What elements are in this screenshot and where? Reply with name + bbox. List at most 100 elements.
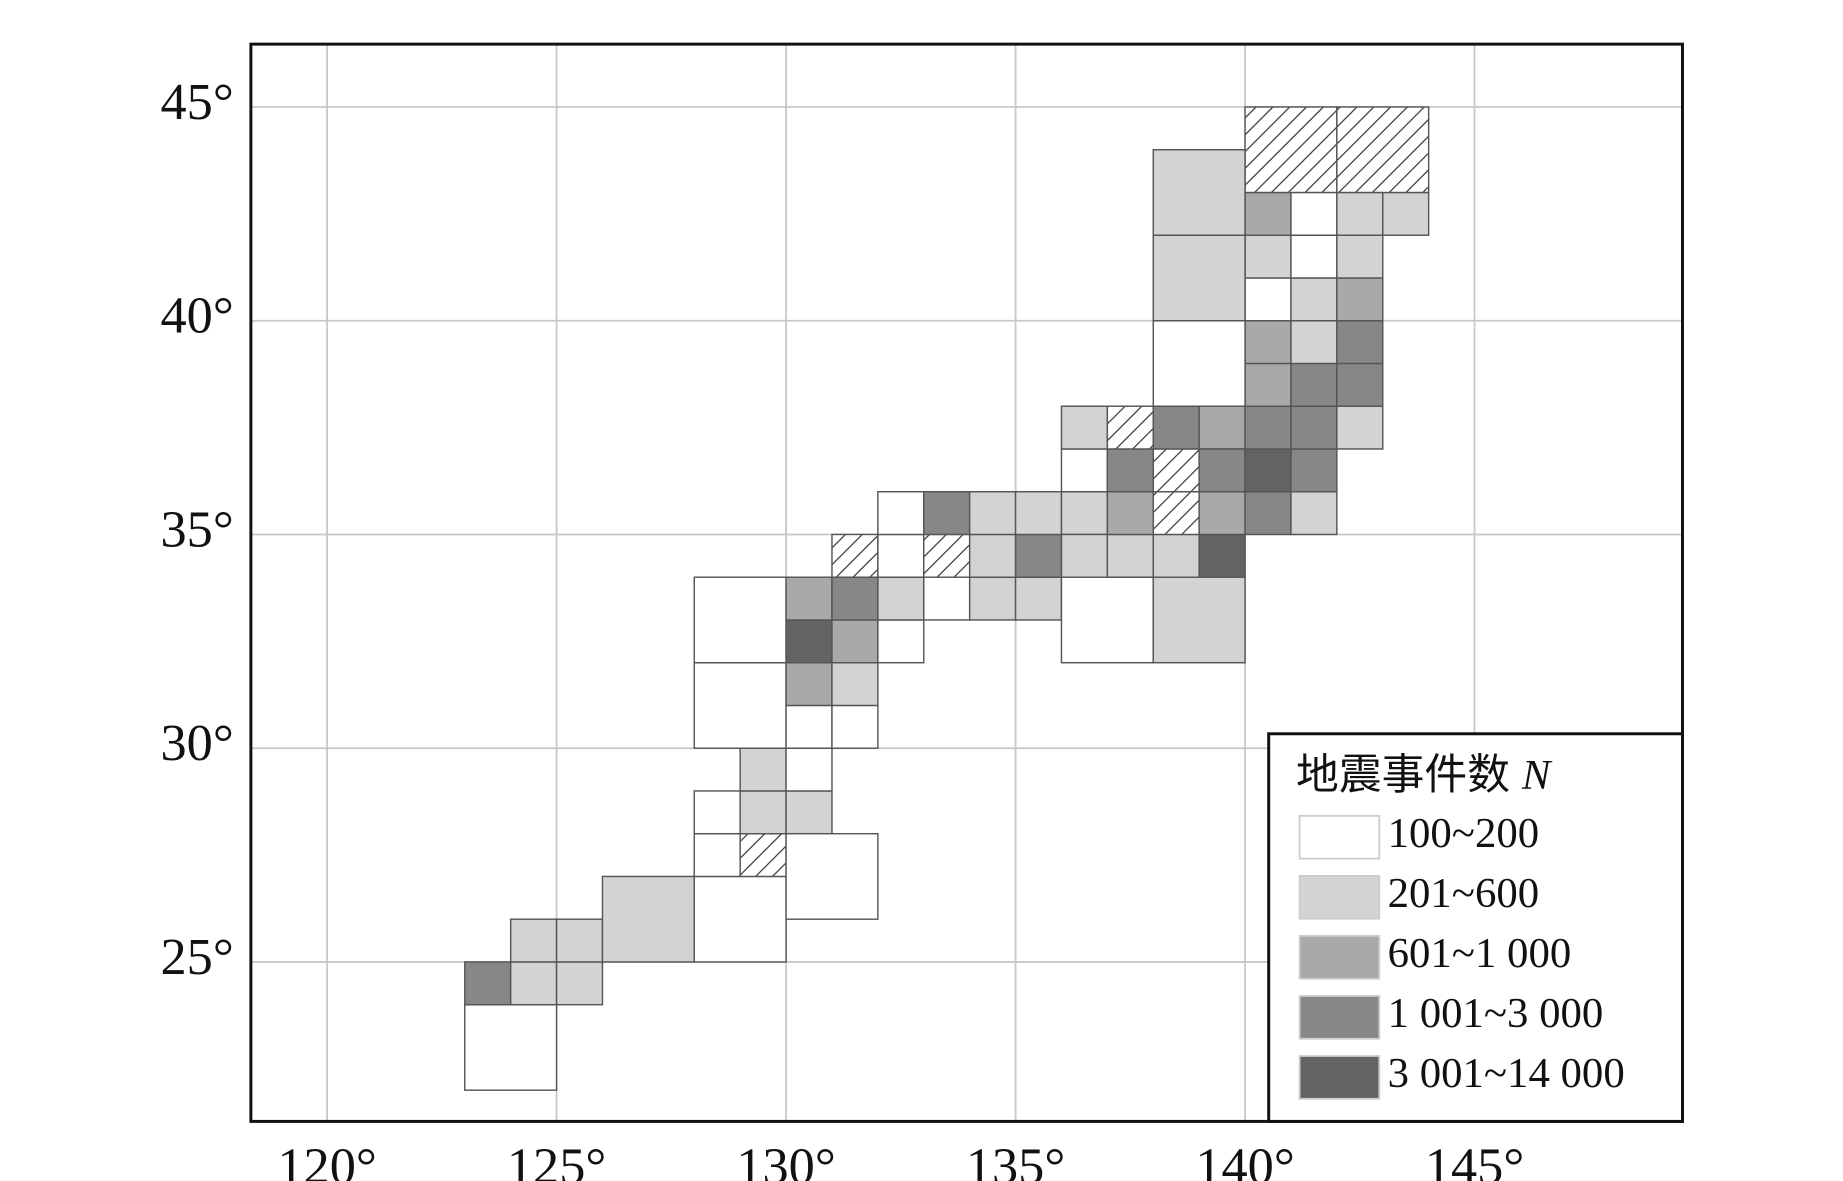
grid-cell — [1152, 234, 1246, 322]
legend-title-text: 地震事件数 — [1296, 752, 1510, 799]
legend-label: 601~1 000 — [1388, 930, 1572, 977]
grid-cell — [1290, 277, 1338, 322]
legend-label: 1 001~3 000 — [1388, 990, 1604, 1037]
grid-cell — [1106, 405, 1154, 450]
grid-cell — [1290, 405, 1338, 450]
grid-cell — [877, 533, 925, 578]
grid-cell — [968, 491, 1017, 536]
grid-cell — [831, 576, 879, 621]
grid-cell — [923, 533, 971, 578]
grid-cell — [693, 875, 787, 963]
plot-frame — [249, 42, 1684, 1123]
grid-cell — [831, 704, 879, 749]
grid-cell — [1336, 234, 1384, 279]
grid-cell — [1290, 234, 1338, 279]
grid-cell — [1290, 191, 1338, 236]
y-tick-label: 25° — [161, 928, 234, 986]
grid-cell — [1290, 491, 1338, 536]
grid-cell — [464, 1003, 558, 1091]
grid-cell — [1290, 362, 1338, 407]
x-tick-label: 120° — [277, 1137, 376, 1181]
grid-cell — [1244, 320, 1292, 365]
grid-cell — [601, 875, 695, 963]
legend-swatch — [1298, 935, 1381, 980]
grid-cell — [1014, 533, 1063, 578]
grid-cell — [739, 832, 787, 878]
legend-title: 地震事件数 N — [1296, 752, 1553, 799]
grid-cell — [739, 790, 787, 835]
grid-cell — [831, 661, 879, 707]
grid-cell — [785, 704, 833, 749]
grid-cell — [785, 747, 833, 792]
grid-cell — [1336, 277, 1384, 322]
grid-cell — [509, 918, 558, 963]
grid-cell — [1152, 533, 1200, 578]
axes: 120° 125° 130° 135° 140° 145° 25° 30° 35° 40° 45° — [161, 42, 1684, 1181]
grid-cell — [1106, 491, 1154, 536]
grid-cell — [877, 619, 925, 664]
y-tick-label: 40° — [161, 287, 234, 345]
grid-cell — [785, 619, 833, 664]
grid-cell — [1336, 362, 1384, 407]
grid-cell — [831, 619, 879, 664]
grid-cell — [1198, 533, 1246, 578]
grid-cell — [1290, 320, 1338, 365]
grid-cell — [1152, 149, 1246, 236]
grid-cell — [785, 790, 833, 835]
grid-cell — [785, 832, 879, 920]
grid-cell — [1198, 491, 1246, 536]
grid-cell — [1060, 448, 1109, 493]
y-tick-label: 45° — [161, 73, 234, 131]
grid-cell — [1244, 277, 1292, 322]
grid-cell — [693, 790, 741, 835]
legend: 地震事件数 N 100~200 201~600 601~1 000 1 001~3 000… — [1267, 732, 1684, 1123]
grid-cell — [693, 832, 741, 878]
grid-cell — [1336, 405, 1384, 450]
grid-cell — [1198, 405, 1246, 450]
grid-cell — [1244, 106, 1338, 194]
grid-cell — [1014, 491, 1063, 536]
grid-cell — [877, 576, 925, 621]
grid-cell — [739, 747, 787, 792]
grid-cell — [555, 961, 604, 1006]
grid-cell — [1106, 533, 1154, 578]
grid-cell — [1060, 405, 1109, 450]
grid-cell — [1290, 448, 1338, 493]
grid-cell — [1244, 491, 1292, 536]
grid-cell — [1336, 320, 1384, 365]
grid-cell — [1152, 405, 1200, 450]
grid-cell — [1060, 533, 1109, 578]
grid-cell — [1336, 106, 1430, 194]
grid-cell — [1382, 191, 1430, 236]
grid-cell — [1060, 576, 1154, 664]
y-tick-label: 35° — [161, 500, 234, 558]
legend-label: 201~600 — [1388, 870, 1540, 917]
grid-cell — [1244, 448, 1292, 493]
grid-cell — [831, 533, 879, 578]
grid-cell — [1152, 491, 1200, 536]
legend-swatch — [1298, 1055, 1381, 1100]
legend-label: 100~200 — [1388, 810, 1540, 857]
x-tick-label: 135° — [966, 1137, 1065, 1181]
grid-cell — [968, 576, 1017, 621]
grid-cell — [785, 576, 833, 621]
legend-swatch — [1298, 814, 1381, 860]
grid-cell — [1244, 405, 1292, 450]
grid-cell — [923, 491, 971, 536]
grid-cell — [693, 576, 787, 664]
grid-cell — [1244, 234, 1292, 279]
grid-cell — [1198, 448, 1246, 493]
x-tick-label: 125° — [507, 1137, 606, 1181]
x-tick-label: 140° — [1195, 1137, 1294, 1181]
y-tick-label: 30° — [161, 714, 234, 772]
grid-cell — [1106, 448, 1154, 493]
grid-cell — [509, 961, 558, 1006]
x-tick-label: 130° — [736, 1137, 835, 1181]
grid-cell — [1336, 191, 1384, 236]
grid-cell — [877, 491, 925, 536]
grid-cell — [464, 961, 512, 1006]
grid-cell — [1152, 576, 1246, 664]
x-tick-label: 145° — [1425, 1137, 1524, 1181]
